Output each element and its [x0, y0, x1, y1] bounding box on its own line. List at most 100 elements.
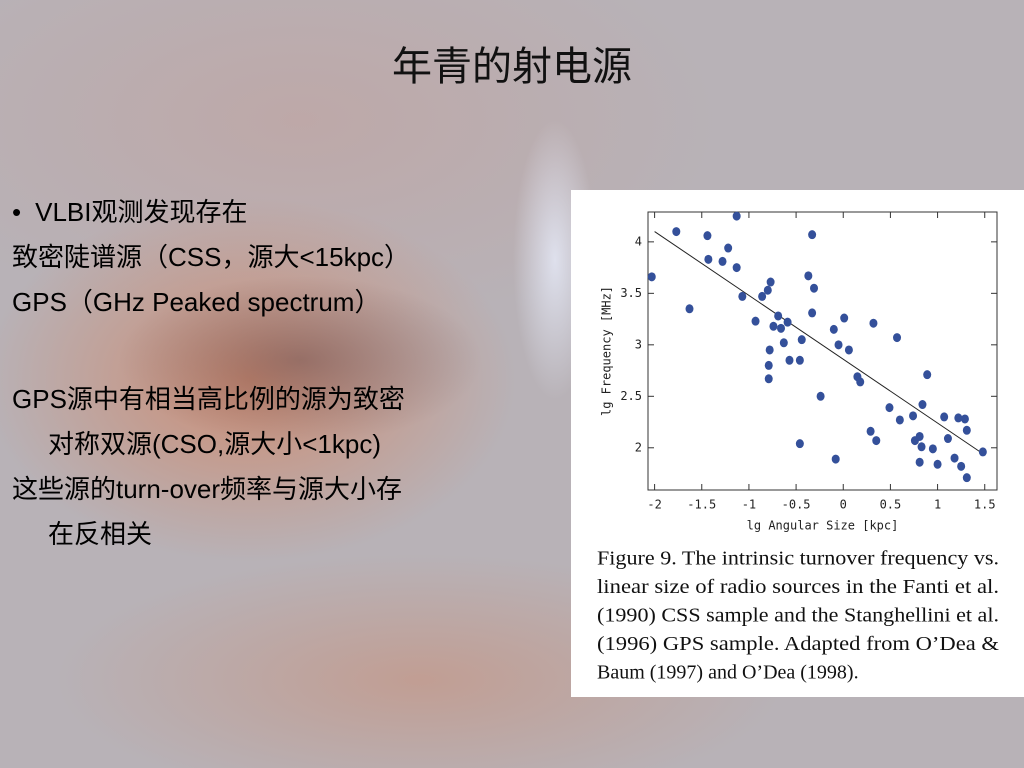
data-point — [885, 403, 894, 413]
data-point — [866, 426, 875, 436]
data-point — [647, 272, 656, 282]
text-line: 在反相关 — [12, 512, 410, 557]
y-tick-label: 4 — [635, 234, 642, 248]
spacer — [12, 325, 410, 377]
data-point — [795, 355, 804, 365]
data-point — [703, 231, 712, 241]
data-point — [962, 425, 971, 435]
y-tick-label: 2 — [635, 440, 642, 454]
text-line: 对称双源(CSO,源大小<1kpc) — [12, 422, 410, 467]
text-line: GPS（GHz Peaked spectrum） — [12, 280, 410, 325]
data-point — [856, 377, 865, 387]
figure-caption: Figure 9. The intrinsic turnover frequen… — [597, 548, 999, 570]
data-point — [840, 313, 849, 323]
data-point — [893, 333, 902, 343]
text-line: • VLBI观测发现存在 — [12, 190, 410, 235]
data-point — [954, 413, 963, 423]
data-point — [779, 338, 788, 348]
data-point — [917, 442, 926, 452]
x-tick-label: 1 — [934, 498, 941, 512]
text: GPS（GHz Peaked spectrum） — [12, 287, 381, 317]
data-point — [783, 317, 792, 327]
data-point — [764, 374, 773, 384]
data-point — [872, 436, 881, 446]
data-point — [933, 459, 942, 469]
text-line: 这些源的turn-over频率与源大小存 — [12, 467, 410, 512]
x-tick-label: 0.5 — [880, 498, 902, 512]
figure: -2 -1.5 -1 -0.5 0 0.5 1 1.5 2 2.5 3 3.5 4 lg Angular … — [571, 190, 1024, 697]
data-point — [732, 211, 741, 221]
data-point — [785, 355, 794, 365]
data-point — [940, 412, 949, 422]
data-point — [831, 454, 840, 464]
data-point — [909, 411, 918, 421]
data-point — [672, 227, 681, 237]
x-axis-label: lg Angular Size [kpc] — [747, 519, 899, 533]
data-point — [685, 304, 694, 314]
data-point — [829, 324, 838, 334]
data-point — [923, 370, 932, 380]
data-point — [795, 439, 804, 449]
data-point — [844, 345, 853, 355]
data-point — [810, 283, 819, 293]
data-point — [928, 444, 937, 454]
data-point — [943, 434, 952, 444]
data-point — [808, 230, 817, 240]
x-tick-label: -1 — [742, 498, 756, 512]
y-tick-label: 3.5 — [620, 286, 642, 300]
bullet-item: • VLBI观测发现存在 — [12, 190, 410, 235]
data-point — [804, 271, 813, 281]
data-point — [718, 256, 727, 266]
data-point — [808, 308, 817, 318]
data-point — [758, 291, 767, 301]
text: 在反相关 — [48, 519, 153, 549]
x-tick-label: 0 — [840, 498, 847, 512]
y-tick-label: 3 — [635, 337, 642, 351]
bullet: • — [12, 197, 22, 227]
data-point — [776, 323, 785, 333]
figure-caption: Baum (1997) and O’Dea (1998). — [597, 662, 859, 684]
data-point — [816, 391, 825, 401]
data-point — [704, 254, 713, 264]
slide-title: 年青的射电源 — [392, 45, 632, 89]
x-tick-label: 1.5 — [974, 498, 996, 512]
data-point — [797, 335, 806, 345]
data-point — [978, 447, 987, 457]
text-line: GPS源中有相当高比例的源为致密 — [12, 377, 410, 422]
text: GPS源中有相当高比例的源为致密 — [12, 384, 405, 414]
x-tick-label: -2 — [647, 498, 661, 512]
text: 这些源的turn-over频率与源大小存 — [12, 474, 403, 504]
data-point — [962, 473, 971, 483]
data-point — [834, 340, 843, 350]
data-point — [724, 243, 733, 253]
data-point — [765, 345, 774, 355]
data-point — [764, 360, 773, 370]
plot-frame — [647, 211, 998, 491]
data-point — [895, 415, 904, 425]
data-point — [774, 311, 783, 321]
data-point — [950, 453, 959, 463]
data-point — [732, 263, 741, 273]
figure-caption: (1996) GPS sample. Adapted from O’Dea & — [597, 633, 999, 655]
data-point — [960, 414, 969, 424]
data-point — [751, 316, 760, 326]
y-axis-label: lg Frequency [MHz] — [600, 286, 614, 416]
bullet-item: GPS源中有相当高比例的源为致密对称双源(CSO,源大小<1kpc) — [12, 377, 410, 467]
text: 对称双源(CSO,源大小<1kpc) — [48, 429, 381, 459]
data-point — [957, 461, 966, 471]
data-point — [738, 291, 747, 301]
data-point — [918, 400, 927, 410]
bullet-list: • VLBI观测发现存在致密陡谱源（CSS，源大<15kpc） GPS（GHz Pe… — [12, 190, 410, 557]
bullet-item: 致密陡谱源（CSS，源大<15kpc） — [12, 235, 410, 280]
y-tick-label: 2.5 — [620, 389, 642, 403]
text-line: 致密陡谱源（CSS，源大<15kpc） — [12, 235, 410, 280]
data-point — [915, 457, 924, 467]
data-point — [869, 318, 878, 328]
fit-line — [654, 231, 986, 456]
data-point — [915, 431, 924, 441]
figure-caption: linear size of radio sources in the Fant… — [597, 576, 999, 598]
bullet-item: 这些源的turn-over频率与源大小存在反相关 — [12, 467, 410, 557]
text: 致密陡谱源（CSS，源大<15kpc） — [12, 242, 411, 272]
x-tick-label: -1.5 — [687, 498, 716, 512]
